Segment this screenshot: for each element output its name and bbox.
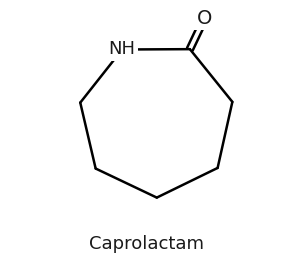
Text: O: O xyxy=(197,9,212,28)
Text: Caprolactam: Caprolactam xyxy=(88,235,204,254)
Text: NH: NH xyxy=(109,41,136,58)
